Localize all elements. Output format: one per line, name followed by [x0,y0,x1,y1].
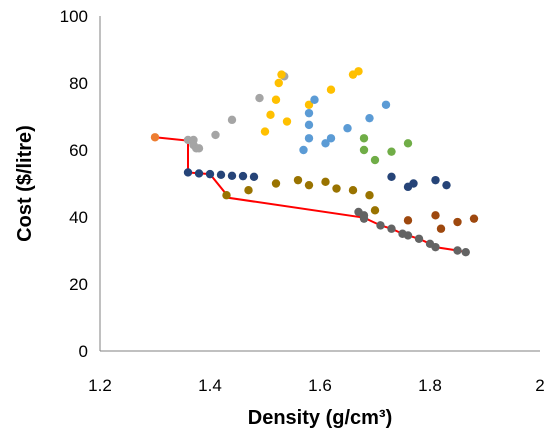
data-point [453,246,462,255]
x-tick-label: 2 [535,376,544,395]
series-4 [359,134,413,165]
data-points [150,67,479,257]
y-tick-label: 40 [69,208,88,227]
data-point [299,145,308,155]
data-point [359,214,369,223]
y-tick-label: 100 [60,7,88,26]
data-point [387,224,396,233]
data-point [354,67,363,76]
data-point [321,139,330,148]
data-point [274,78,283,88]
data-point [216,170,226,179]
series-0 [150,133,160,142]
y-tick-label: 80 [69,74,88,93]
series-5 [183,168,451,192]
data-point [244,186,253,195]
data-point [222,191,231,200]
data-point [194,144,204,153]
data-point [304,120,314,130]
y-tick-labels: 0 20 40 60 80 100 [60,7,88,361]
data-point [304,100,314,109]
data-point [370,206,380,215]
axes [99,16,540,352]
data-point [469,214,479,223]
data-point [304,180,314,190]
data-point [150,133,160,142]
series-1 [183,72,289,153]
data-point [271,95,281,104]
data-point [442,180,451,190]
series-3 [299,95,391,155]
data-point [431,242,440,252]
data-point [436,224,446,233]
data-point [211,130,220,140]
data-point [304,108,314,118]
data-point [304,134,314,143]
data-point [205,169,215,179]
data-point [183,168,193,177]
data-point [321,177,330,187]
series-6 [222,175,380,215]
data-point [332,184,341,193]
data-point [260,127,270,136]
x-tick-label: 1.8 [418,376,442,395]
data-point [238,171,248,181]
data-point [310,95,319,104]
data-point [227,115,237,125]
y-tick-label: 60 [69,141,88,160]
data-point [293,175,303,185]
data-point [359,145,369,155]
series-8 [354,207,470,257]
data-point [266,110,275,120]
data-point [227,171,237,180]
data-point [376,221,385,230]
data-point [326,85,336,94]
x-tick-labels: 1.2 1.4 1.6 1.8 2 [88,376,545,395]
data-point [194,169,204,178]
data-point [255,93,264,103]
data-point [387,172,396,181]
data-point [365,113,374,123]
data-point [403,216,413,225]
x-tick-label: 1.4 [198,376,222,395]
y-axis-title: Cost ($/litre) [14,125,36,242]
data-point [365,191,374,200]
data-point [282,117,292,126]
data-point [326,134,336,143]
data-point [271,179,281,188]
data-point [359,134,369,143]
data-point [431,211,440,220]
x-tick-label: 1.2 [88,376,112,395]
series-7 [403,211,479,233]
data-point [387,147,396,156]
x-tick-label: 1.6 [308,376,332,395]
data-point [431,175,440,185]
data-point [277,70,286,79]
data-point [249,172,259,181]
y-tick-label: 20 [69,275,88,294]
data-point [381,100,391,109]
data-point [453,217,462,227]
data-point [343,124,352,133]
data-point [403,139,413,148]
data-point [409,179,418,188]
data-point [348,186,358,195]
x-axis-title: Density (g/cm³) [248,407,392,429]
series-2 [260,67,363,136]
data-point [403,231,413,240]
data-point [370,155,380,165]
data-point [414,234,424,243]
y-tick-label: 0 [79,342,88,361]
data-point [461,247,470,257]
